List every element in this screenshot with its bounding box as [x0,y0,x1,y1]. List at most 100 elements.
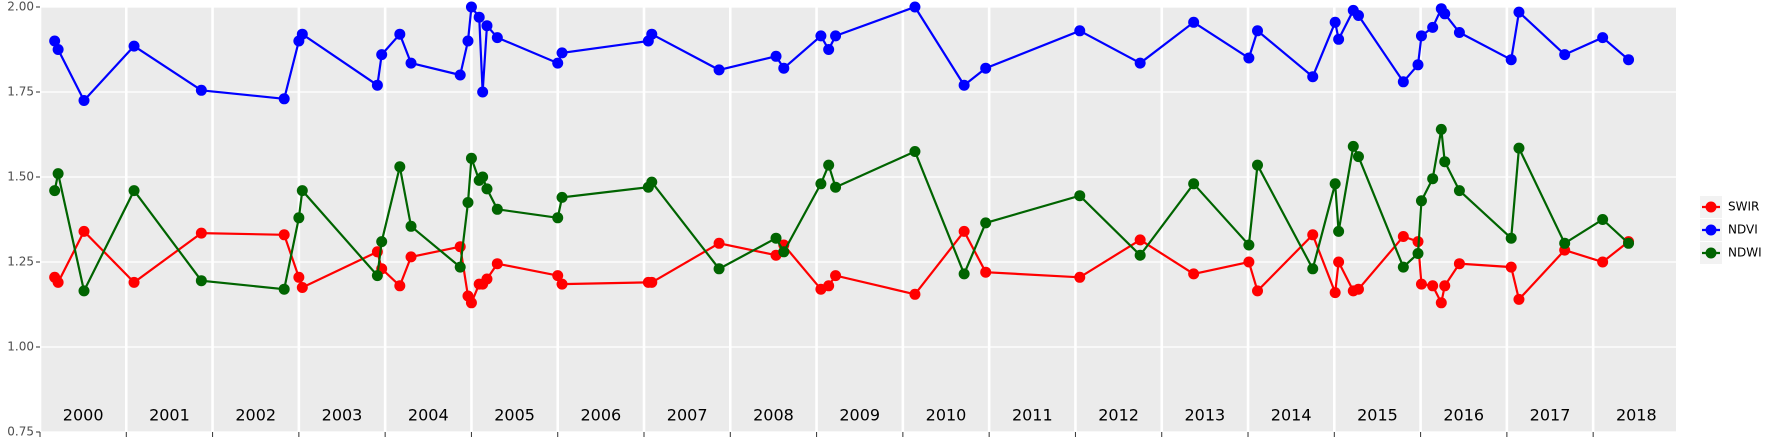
point [1352,283,1364,295]
point [1307,263,1319,275]
point [815,30,827,42]
point [1243,239,1255,251]
year-label: 2009 [839,406,880,425]
point [830,270,842,282]
point [394,161,406,173]
year-label: 2014 [1271,406,1312,425]
point [1074,271,1086,283]
point [1453,185,1465,197]
point [1134,57,1146,69]
year-label: 2003 [322,406,363,425]
point [1243,52,1255,64]
point [78,225,90,237]
point [646,176,658,188]
point [128,276,140,288]
point [405,251,417,263]
point [371,270,383,282]
point [823,280,835,292]
point [909,146,921,157]
point [1074,25,1086,37]
point [909,1,921,13]
point [491,258,503,270]
point [1252,285,1264,297]
point [770,50,782,62]
point [1307,229,1319,241]
point [1623,54,1635,66]
point [1352,151,1364,163]
point [1333,33,1345,45]
point [1352,10,1364,21]
point [980,217,992,229]
point [481,20,493,32]
point [815,178,827,190]
year-label: 2001 [149,406,190,425]
point [980,266,992,278]
point [556,278,568,290]
legend-label: NDWI [1728,246,1762,260]
point [128,185,140,197]
point [1307,71,1319,83]
point [1333,256,1345,268]
point [293,271,305,283]
point [481,273,493,285]
point [552,57,564,69]
point [1188,268,1200,280]
point [296,28,308,40]
point [646,276,658,288]
y-tick-label: 0.75 [7,425,34,439]
point [958,79,970,91]
point [1597,214,1609,225]
y-tick-label: 1.75 [7,85,34,99]
point [1427,21,1439,33]
legend-label: SWIR [1728,200,1759,214]
point [491,32,503,44]
point [1329,16,1341,28]
point [1329,178,1341,190]
point [552,270,564,282]
point [1505,261,1517,273]
point [49,35,61,47]
year-label: 2008 [753,406,794,425]
point [1513,6,1525,18]
point [454,261,466,273]
point [1397,76,1409,88]
point [462,197,474,208]
point [1252,159,1264,171]
point [1597,256,1609,268]
point [1427,173,1439,185]
point [552,212,564,224]
year-label: 2004 [408,406,449,425]
point [394,28,406,40]
year-label: 2015 [1357,406,1398,425]
point [477,86,489,98]
point [1453,27,1465,38]
point [1623,237,1635,249]
point [49,185,61,197]
point [1505,232,1517,244]
point [823,159,835,171]
point [823,44,835,55]
point [1415,30,1427,42]
legend-point [1705,247,1717,259]
point [1397,261,1409,273]
point [195,84,207,96]
point [1252,25,1264,37]
point [1439,8,1451,20]
point [376,49,388,61]
point [556,47,568,59]
point [477,171,489,183]
point [1134,234,1146,246]
point [958,268,970,280]
year-label: 2013 [1185,406,1226,425]
point [52,276,64,288]
point [296,282,308,293]
point [78,285,90,297]
year-label: 2017 [1530,406,1571,425]
point [405,220,417,232]
point [394,280,406,292]
year-label: 2010 [926,406,967,425]
year-label: 2000 [63,406,104,425]
year-label: 2018 [1616,406,1657,425]
point [713,64,725,76]
